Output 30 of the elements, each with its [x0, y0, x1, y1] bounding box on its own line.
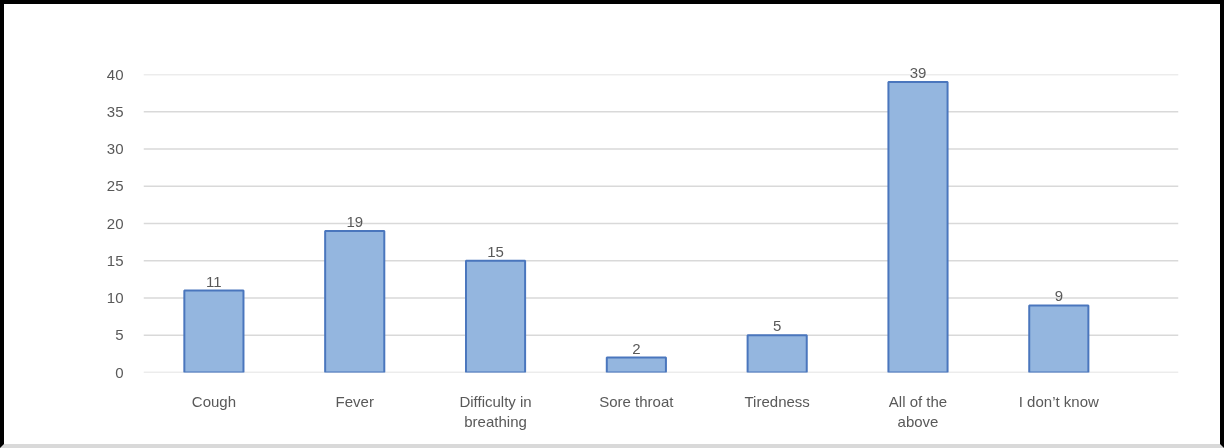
data-label: 39 — [909, 63, 927, 81]
y-tick-label: 15 — [106, 251, 124, 269]
bar — [183, 289, 245, 373]
x-tick-label: Tiredness — [744, 392, 810, 410]
x-tick-label: All of the above — [888, 392, 948, 430]
x-tick-label: Cough — [191, 392, 237, 410]
y-tick-label: 20 — [106, 214, 124, 232]
data-label: 11 — [206, 272, 222, 290]
x-tick-label: I don’t know — [1018, 392, 1099, 410]
bar — [324, 229, 386, 373]
bar — [887, 80, 949, 373]
y-tick-label: 25 — [106, 177, 124, 195]
bar — [1028, 304, 1090, 373]
data-label: 2 — [632, 339, 641, 357]
y-tick-label: 30 — [106, 140, 124, 157]
x-tick-label: Sore throat — [599, 392, 675, 410]
bar — [464, 259, 527, 373]
data-label: 19 — [346, 212, 364, 230]
bar — [746, 334, 808, 373]
bar — [605, 356, 667, 373]
data-label: 15 — [487, 242, 504, 260]
y-tick-label: 5 — [115, 326, 124, 344]
x-tick-label: Difficulty in breathing — [459, 392, 532, 430]
y-tick-label: 0 — [115, 363, 124, 381]
data-label: 5 — [773, 317, 782, 335]
y-tick-label: 10 — [106, 289, 124, 306]
data-label: 9 — [1054, 287, 1063, 305]
y-tick-label: 35 — [106, 102, 124, 120]
y-tick-label: 40 — [106, 65, 124, 83]
x-tick-label: Fever — [335, 392, 374, 410]
